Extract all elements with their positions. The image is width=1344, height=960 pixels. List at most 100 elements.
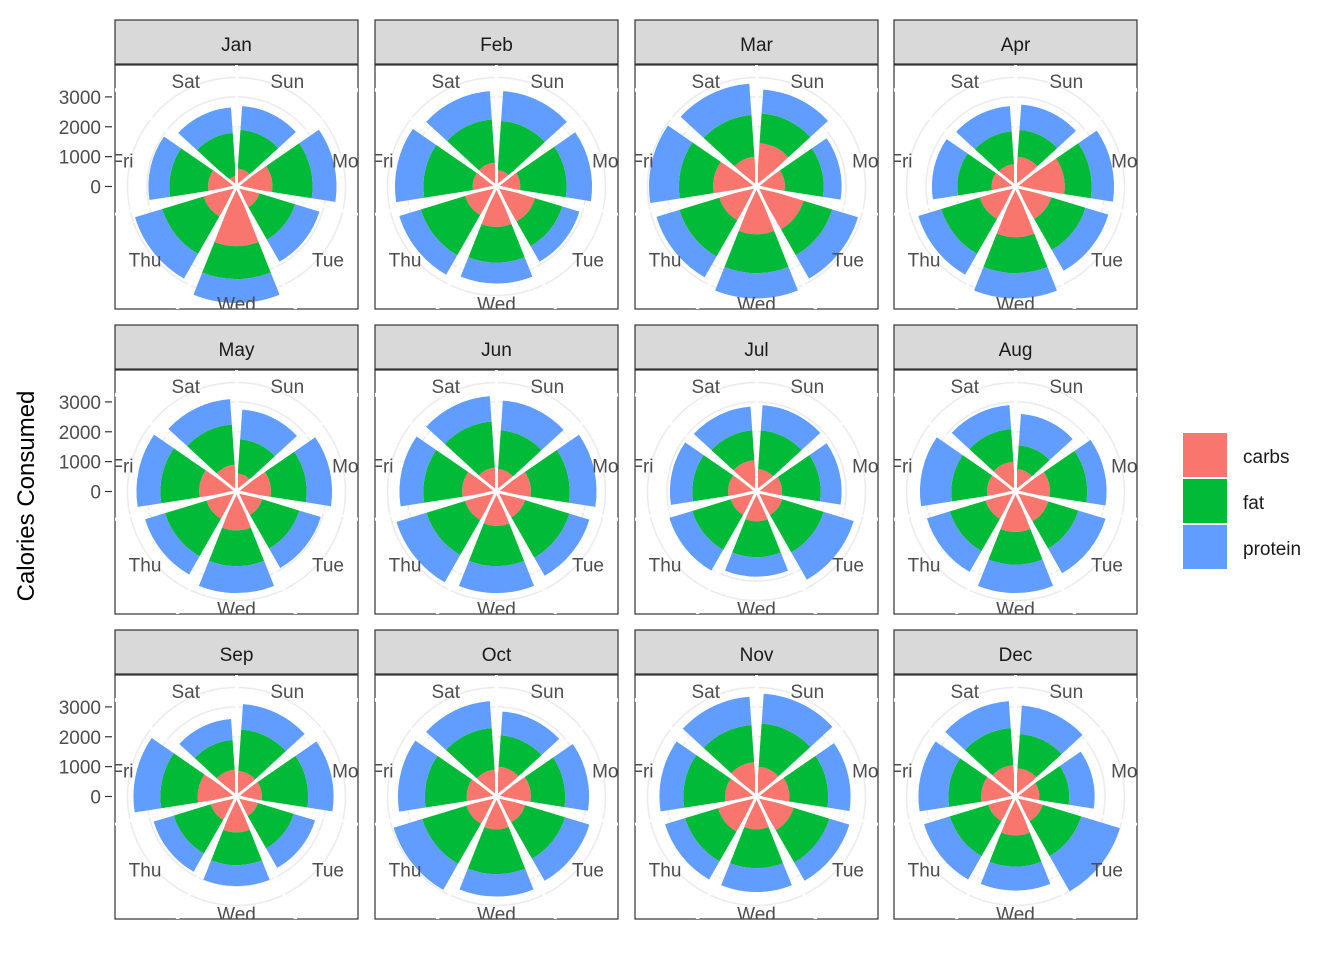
bar-carbs (756, 777, 790, 802)
bar-fat (989, 832, 1042, 867)
bar-fat (516, 146, 567, 198)
bar-fat (957, 153, 996, 196)
bar-protein (397, 740, 438, 812)
bar-carbs (744, 796, 769, 830)
wedge-separator (235, 185, 298, 309)
bar-protein (811, 138, 842, 200)
facet-strip-label: Nov (740, 645, 774, 666)
bar-protein (974, 266, 1057, 299)
bar-carbs (992, 765, 1016, 797)
bar-protein (426, 91, 492, 142)
wedge-separator (1015, 795, 1137, 826)
facet-panel: Aug Sun Mon Tue Wed Thu Fri Sat (890, 324, 1148, 615)
bar-fat (964, 727, 1014, 776)
day-tick-label: Fri (890, 456, 912, 477)
bar-fat (711, 430, 755, 471)
wedge-separator (435, 490, 498, 614)
day-tick-label: Thu (908, 250, 941, 271)
bar-carbs (216, 769, 237, 797)
bar-carbs (731, 762, 757, 797)
wedge-separator (375, 185, 497, 216)
day-tick-label: Fri (111, 761, 133, 782)
day-tick-label: Sat (950, 682, 979, 703)
bar-fat (169, 148, 214, 197)
facet-strip (374, 19, 619, 65)
bar-protein (1049, 816, 1120, 892)
wedge-separator (756, 185, 878, 216)
wedge-separator (435, 185, 498, 309)
bar-carbs (756, 469, 773, 492)
bar-fat (237, 439, 275, 480)
day-tick-label: Thu (129, 860, 162, 881)
wedge-separator (375, 87, 498, 188)
bar-carbs (996, 186, 1035, 238)
day-tick-label: Fri (111, 151, 133, 172)
wedge-separator (1014, 697, 1137, 798)
wedge-separator (236, 185, 358, 216)
bar-protein (294, 437, 333, 507)
bar-protein (815, 743, 851, 811)
y-tick-label: 3000 (59, 698, 101, 719)
bar-fat (974, 131, 1014, 172)
bar-fat (238, 729, 286, 780)
bar-protein (656, 209, 717, 278)
facet-strip (893, 19, 1138, 65)
bar-protein (203, 860, 270, 887)
bar-fat (160, 753, 205, 809)
wedge-separator (375, 490, 497, 521)
bar-fat (783, 755, 829, 808)
bar-fat (173, 804, 224, 854)
bar-protein (795, 209, 858, 279)
polar-plot: Sun Mon Tue Wed Thu Fri Sat (631, 675, 878, 919)
wedge-separator (756, 795, 878, 826)
day-tick-label: Wed (996, 905, 1035, 926)
bar-fat (165, 500, 221, 557)
bar-fat (780, 200, 833, 256)
wedge-separator (954, 490, 1017, 614)
wedge-separator (954, 795, 1017, 919)
bar-carbs (483, 491, 510, 526)
bar-protein (1018, 414, 1073, 461)
bar-fat (497, 120, 545, 176)
bar-protein (241, 704, 305, 752)
day-tick-label: Tue (312, 860, 344, 881)
bar-carbs (214, 186, 259, 247)
bar-protein (648, 125, 693, 204)
bar-carbs (466, 779, 497, 802)
bar-protein (458, 560, 535, 594)
polar-plot: Sun Mon Tue Wed Thu Fri Sat (635, 370, 878, 614)
bar-protein (956, 106, 1012, 150)
bar-protein (459, 868, 534, 897)
facet-panel: May Sun Mon Tue Wed Thu Fri Sat 3000 2000 1000 0 (59, 324, 359, 615)
bar-fat (249, 499, 300, 549)
bar-carbs (1015, 768, 1037, 797)
bar-fat (679, 197, 738, 257)
bar-fat (420, 196, 481, 256)
facet-strip-label: Jan (221, 35, 252, 56)
bar-carbs (236, 472, 271, 497)
bar-carbs (478, 467, 497, 492)
bar-protein (1074, 439, 1107, 506)
bar-protein (980, 861, 1051, 891)
day-tick-label: Thu (649, 860, 682, 881)
polar-plot: Sun Mon Tue Wed Thu Fri Sat (375, 675, 618, 919)
y-tick-label: 1000 (59, 453, 101, 474)
bar-fat (779, 148, 824, 197)
wedge-separator (756, 490, 878, 521)
day-tick-label: Fri (631, 761, 653, 782)
wedge-separator (495, 392, 618, 493)
facet-strip-label: May (219, 340, 255, 361)
bar-protein (394, 128, 437, 203)
day-tick-label: Mon (1111, 456, 1148, 477)
day-tick-label: Sat (950, 72, 979, 93)
bar-protein (945, 701, 1011, 751)
y-tick-label: 0 (90, 178, 101, 199)
day-tick-label: Tue (832, 555, 864, 576)
bar-carbs (223, 796, 250, 833)
day-tick-label: Sat (171, 72, 200, 93)
bar-protein (295, 741, 334, 812)
wedge-separator (1014, 185, 1077, 309)
bar-carbs (197, 774, 237, 803)
bar-carbs (1015, 796, 1043, 822)
day-tick-label: Tue (832, 860, 864, 881)
